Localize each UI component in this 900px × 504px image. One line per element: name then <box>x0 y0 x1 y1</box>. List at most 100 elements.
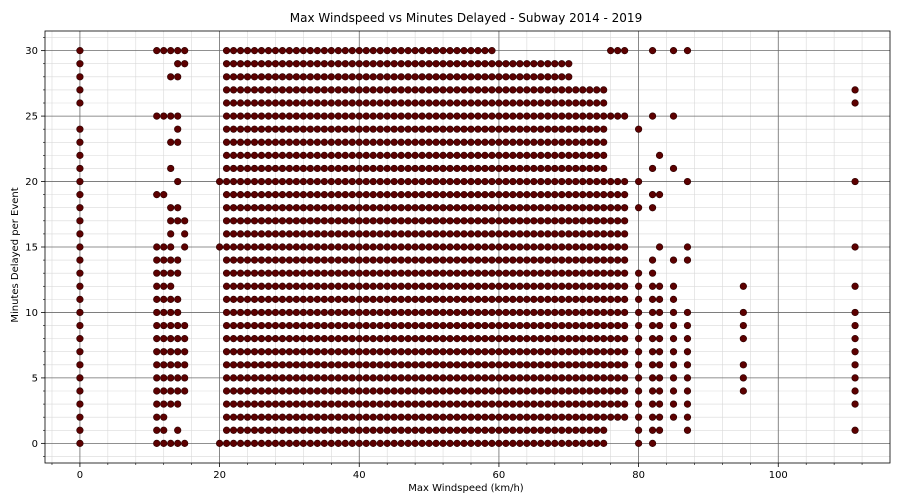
data-point <box>453 256 461 264</box>
data-point <box>264 164 273 173</box>
data-point <box>369 413 377 421</box>
data-point <box>271 321 280 330</box>
data-point <box>341 335 349 343</box>
data-point <box>600 151 608 159</box>
data-point <box>362 348 370 356</box>
data-point <box>229 177 238 186</box>
data-point <box>446 86 454 94</box>
data-point <box>355 282 363 290</box>
data-point <box>530 191 538 199</box>
data-point <box>160 400 168 408</box>
data-point <box>488 269 496 277</box>
data-point <box>495 243 503 251</box>
data-point <box>153 191 161 199</box>
data-point <box>313 73 321 81</box>
data-point <box>467 73 475 81</box>
data-point <box>481 439 489 447</box>
data-point <box>474 125 482 133</box>
data-point <box>418 400 426 408</box>
data-point <box>502 164 510 173</box>
data-point <box>572 269 580 277</box>
data-point <box>271 73 280 81</box>
data-point <box>299 413 307 421</box>
data-point <box>285 295 294 303</box>
data-point <box>481 125 489 133</box>
data-point <box>593 164 601 173</box>
data-point <box>544 138 552 146</box>
data-point <box>411 335 419 343</box>
data-point <box>453 243 461 251</box>
data-point <box>551 86 559 94</box>
data-point <box>446 164 454 173</box>
data-point <box>257 308 266 317</box>
data-point <box>160 256 168 264</box>
data-point <box>355 361 363 369</box>
data-point <box>306 308 314 317</box>
y-axis-label: Minutes Delayed per Event <box>10 187 21 322</box>
data-point <box>327 138 335 146</box>
data-point <box>509 177 517 186</box>
data-point <box>481 361 489 369</box>
data-point <box>523 177 531 186</box>
data-point <box>174 138 182 146</box>
data-point <box>579 387 587 395</box>
data-point <box>271 217 280 225</box>
data-point <box>404 295 412 303</box>
data-point <box>222 204 231 212</box>
data-point <box>167 335 175 343</box>
data-point <box>271 138 280 146</box>
data-point <box>181 361 189 369</box>
data-point <box>425 243 433 251</box>
data-point <box>579 138 587 146</box>
data-point <box>278 191 287 199</box>
data-point <box>467 348 475 356</box>
data-point <box>397 426 405 434</box>
data-point <box>327 361 335 369</box>
data-point <box>306 256 314 264</box>
data-point <box>390 125 398 133</box>
data-point <box>460 308 468 317</box>
data-point <box>495 361 503 369</box>
data-point <box>439 374 447 382</box>
data-point <box>418 204 426 212</box>
data-point <box>537 217 545 225</box>
data-point <box>320 256 328 264</box>
data-point <box>376 230 384 238</box>
data-point <box>292 426 301 434</box>
data-point <box>167 361 175 369</box>
data-point <box>558 217 566 225</box>
data-point <box>383 269 391 277</box>
data-point <box>411 321 419 330</box>
data-point <box>502 151 510 159</box>
data-point <box>250 60 259 68</box>
data-point <box>278 400 287 408</box>
data-point <box>306 164 314 173</box>
data-point <box>257 387 266 395</box>
data-point <box>292 217 301 225</box>
data-point <box>460 99 468 107</box>
data-point <box>425 413 433 421</box>
data-point <box>509 348 517 356</box>
data-point <box>229 138 238 146</box>
data-point <box>432 308 440 317</box>
data-point <box>530 308 538 317</box>
data-point <box>243 125 252 133</box>
data-point <box>586 191 594 199</box>
data-point <box>250 256 259 264</box>
data-point <box>153 387 161 395</box>
data-point <box>453 112 461 120</box>
data-point <box>516 60 524 68</box>
data-point <box>348 86 356 94</box>
data-point <box>222 256 231 264</box>
data-point <box>306 387 314 395</box>
data-point <box>271 387 280 395</box>
data-point <box>292 60 301 68</box>
data-point <box>285 191 294 199</box>
data-point <box>446 348 454 356</box>
data-point <box>683 374 692 382</box>
data-point <box>579 321 587 330</box>
data-point <box>488 99 496 107</box>
data-point <box>474 112 482 120</box>
data-point <box>376 243 384 251</box>
data-point <box>460 439 468 447</box>
